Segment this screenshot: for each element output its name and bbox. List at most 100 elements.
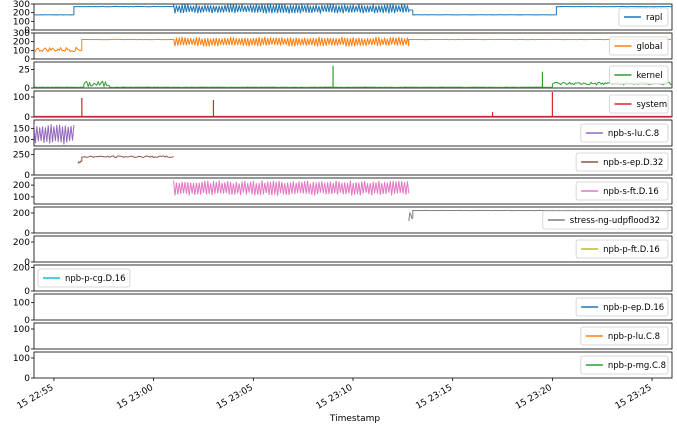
- series-line-global: [81, 39, 94, 51]
- legend-npb-p-lu-c-8: npb-p-lu.C.8: [580, 326, 669, 346]
- x-tick-label: 15 23:20: [514, 383, 554, 412]
- legend-npb-s-ep-d-32: npb-s-ep.D.32: [575, 152, 669, 172]
- y-tick-label: 100: [13, 136, 30, 146]
- legend-box: [580, 326, 669, 346]
- series-line-kernel: [109, 86, 553, 88]
- panel-stress-ng-udpflood32: 0 200 stress-ng-udpflood32: [13, 206, 673, 239]
- panel-frame: [33, 351, 673, 379]
- legend-label: npb-s-ft.D.16: [603, 187, 659, 197]
- legend-npb-p-mg-c-8: npb-p-mg.C.8: [580, 355, 669, 375]
- series-npb-s-ep-d-32: [77, 155, 174, 164]
- legend-box: [37, 268, 131, 288]
- y-tick-label: 150: [13, 125, 30, 135]
- panel-npb-s-ft-d-16: 100 200 npb-s-ft.D.16: [13, 177, 673, 205]
- y-tick-label: 200: [13, 9, 30, 19]
- legend-npb-s-lu-c-8: npb-s-lu.C.8: [580, 123, 669, 143]
- panel-frame: [33, 61, 673, 89]
- legend-npb-p-ep-d-16: npb-p-ep.D.16: [575, 297, 669, 317]
- y-tick-label: 250: [13, 151, 30, 161]
- legend-label: global: [636, 42, 662, 52]
- y-tick-label: 0: [24, 171, 30, 181]
- y-tick-label: 100: [13, 193, 30, 203]
- legend-system: system: [609, 94, 669, 114]
- series-line-stress-ng-udpflood32: [408, 211, 413, 221]
- panel-npb-s-ep-d-32: 0 250 npb-s-ep.D.32: [13, 148, 673, 181]
- legend-box: [542, 210, 669, 230]
- x-tick-label: 15 23:05: [215, 383, 255, 412]
- y-tick-label: 0: [24, 26, 30, 36]
- legend-box: [609, 36, 669, 56]
- y-tick-label: 200: [13, 238, 30, 248]
- legend-label: npb-p-mg.C.8: [608, 361, 666, 371]
- x-tick-label: 15 23:25: [614, 383, 654, 412]
- y-tick-label: 100: [13, 325, 30, 335]
- y-tick-label: 0: [24, 258, 30, 268]
- panel-frame: [33, 177, 673, 205]
- series-line-npb-s-ep-d-32: [81, 155, 174, 162]
- series-line-stress-ng-udpflood32: [412, 209, 672, 219]
- panel-frame: [33, 148, 673, 176]
- legend-kernel: kernel: [609, 65, 669, 85]
- legend-box: [609, 65, 669, 85]
- y-tick-label: 0: [24, 316, 30, 326]
- series-line-rapl: [173, 4, 410, 14]
- legend-label: npb-p-lu.C.8: [608, 332, 660, 342]
- panel-kernel: 0 25 kernel: [19, 61, 673, 94]
- y-tick-label: 0: [24, 113, 30, 123]
- y-tick-label: 200: [13, 263, 30, 273]
- y-tick-label: 200: [13, 181, 30, 191]
- x-tick-label: 15 23:10: [315, 383, 355, 412]
- y-tick-label: 0: [24, 229, 30, 239]
- y-tick-label: 0: [24, 345, 30, 355]
- legend-label: rapl: [646, 13, 662, 23]
- panel-npb-p-ep-d-16: 0 100 npb-p-ep.D.16: [13, 293, 673, 326]
- y-tick-label: 100: [13, 46, 30, 56]
- legend-global: global: [609, 36, 669, 56]
- y-tick-label: 300: [13, 29, 30, 39]
- legend-box: [580, 123, 669, 143]
- y-tick-label: 100: [13, 354, 30, 364]
- y-tick-label: 300: [13, 0, 30, 10]
- legend-label: stress-ng-udpflood32: [570, 216, 660, 226]
- x-tick-label: 15 23:15: [414, 383, 454, 412]
- legend-box: [575, 152, 669, 172]
- y-tick-label: 100: [13, 93, 30, 103]
- legend-npb-s-ft-d-16: npb-s-ft.D.16: [575, 181, 669, 201]
- y-tick-label: 0: [24, 374, 30, 384]
- panel-frame: [33, 32, 673, 60]
- series-npb-s-ft-d-16: [173, 180, 410, 196]
- series-line-rapl: [73, 5, 94, 15]
- y-tick-label: 0: [24, 84, 30, 94]
- panel-frame: [33, 322, 673, 350]
- x-tick-label: 15 23:00: [115, 383, 155, 412]
- legend-box: [618, 7, 669, 27]
- series-line-global: [408, 38, 557, 47]
- y-tick-label: 100: [13, 299, 30, 309]
- legend-label: npb-p-cg.D.16: [65, 274, 126, 284]
- series-system: [34, 92, 672, 117]
- panel-frame: [33, 264, 673, 292]
- legend-box: [575, 297, 669, 317]
- legend-label: npb-s-lu.C.8: [608, 129, 659, 139]
- y-tick-label: 0: [24, 287, 30, 297]
- panel-npb-p-mg-c-8: 0 100 npb-p-mg.C.8: [13, 351, 673, 384]
- panel-system: 0 100 system: [13, 90, 673, 123]
- panel-npb-p-lu-c-8: 0 100 npb-p-lu.C.8: [13, 322, 673, 355]
- legend-box: [575, 181, 669, 201]
- legend-label: system: [636, 100, 667, 110]
- x-axis: 15 22:55 15 23:00 15 23:05 15 23:10 15 23:15…: [16, 378, 654, 412]
- series-line-rapl: [408, 9, 413, 13]
- panels-group: 0100200300rapl0100200300global025kernel0…: [13, 0, 673, 384]
- panel-npb-p-cg-d-16: 0 200 npb-p-cg.D.16: [13, 263, 673, 297]
- x-tick-label: 15 22:55: [16, 383, 56, 412]
- series-line-kernel: [83, 80, 111, 88]
- series-line-npb-s-lu-c-8: [34, 124, 75, 145]
- legend-stress-ng-udpflood32: stress-ng-udpflood32: [542, 210, 669, 230]
- series-line-npb-s-ft-d-16: [173, 180, 410, 196]
- series-line-global: [34, 46, 82, 53]
- legend-label: kernel: [636, 71, 662, 81]
- panel-frame: [33, 235, 673, 263]
